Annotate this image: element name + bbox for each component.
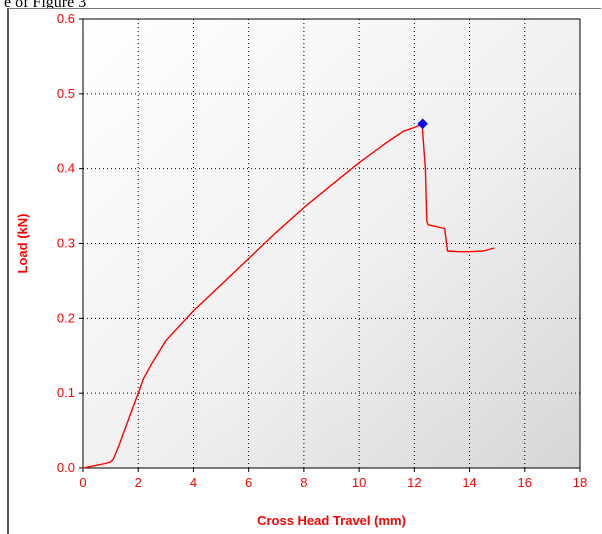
x-tick-label: 10 <box>352 475 366 490</box>
x-tick-label: 18 <box>573 475 587 490</box>
x-tick-label: 8 <box>300 475 307 490</box>
y-tick-label: 0.6 <box>57 11 75 26</box>
x-tick-label: 2 <box>135 475 142 490</box>
x-axis-label: Cross Head Travel (mm) <box>257 513 406 528</box>
x-tick-label: 16 <box>518 475 532 490</box>
y-tick-label: 0.2 <box>57 310 75 325</box>
x-tick-label: 0 <box>79 475 86 490</box>
y-tick-label: 0.3 <box>57 236 75 251</box>
load-travel-chart: 0 2 4 6 8 10 12 14 16 18 0.0 0.1 0.2 0.3 0.4 0.5 0.6 Cro… <box>15 11 587 528</box>
x-tick-label: 6 <box>245 475 252 490</box>
peak-marker <box>417 118 428 130</box>
x-tick-label: 12 <box>407 475 421 490</box>
chart-frame: 0 2 4 6 8 10 12 14 16 18 0.0 0.1 0.2 0.3 0.4 0.5 0.6 Cro… <box>7 8 601 534</box>
grid-lines <box>83 19 580 468</box>
marker-layer <box>417 118 428 130</box>
series-layer <box>82 123 495 469</box>
y-tick-label: 0.1 <box>57 385 75 400</box>
axis-ticks: 0 2 4 6 8 10 12 14 16 18 0.0 0.1 0.2 0.3 0.4 0.5 0.6 <box>57 11 587 490</box>
y-tick-label: 0.0 <box>57 460 75 475</box>
y-tick-label: 0.4 <box>57 161 75 176</box>
y-tick-label: 0.5 <box>57 86 75 101</box>
x-tick-label: 14 <box>462 475 476 490</box>
series-line-0 <box>82 123 495 469</box>
y-axis-label: Load (kN) <box>15 214 30 274</box>
x-tick-label: 4 <box>190 475 197 490</box>
figure-caption-fragment: e of Figure 3 <box>4 0 87 11</box>
